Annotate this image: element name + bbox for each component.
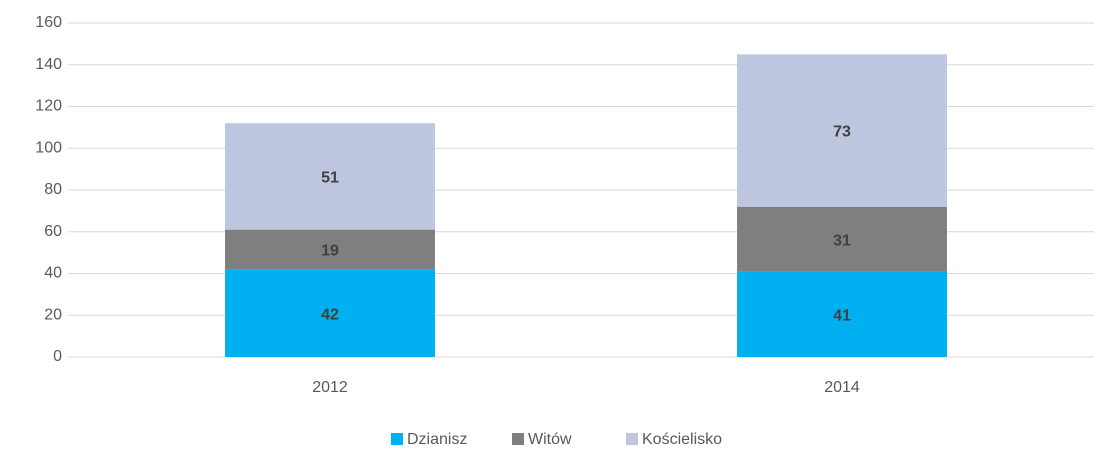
data-label: 42 — [321, 306, 339, 323]
bar-segment — [737, 206, 947, 272]
y-tick-label: 100 — [35, 139, 62, 156]
y-tick-label: 20 — [44, 306, 62, 323]
legend-swatch — [391, 433, 403, 445]
bar-segment — [737, 271, 947, 357]
legend-swatch — [512, 433, 524, 445]
y-tick-label: 120 — [35, 98, 62, 115]
x-tick-label: 2012 — [312, 379, 348, 396]
y-tick-label: 160 — [35, 14, 62, 31]
data-label: 41 — [833, 307, 851, 324]
bar-segment — [225, 269, 435, 357]
legend-swatch — [626, 433, 638, 445]
data-label: 51 — [321, 170, 339, 187]
y-tick-label: 40 — [44, 265, 62, 282]
data-label: 31 — [833, 232, 851, 249]
y-tick-label: 80 — [44, 181, 62, 198]
bar-segment — [225, 123, 435, 230]
data-label: 19 — [321, 243, 339, 260]
data-label: 73 — [833, 124, 851, 141]
legend-label: Dzianisz — [407, 431, 467, 448]
y-tick-label: 0 — [53, 348, 62, 365]
legend-label: Kościelisko — [642, 431, 722, 448]
x-tick-label: 2014 — [824, 379, 860, 396]
y-tick-label: 140 — [35, 56, 62, 73]
bar-segment — [225, 229, 435, 270]
bar-segment — [737, 54, 947, 207]
legend-label: Witów — [528, 431, 572, 448]
y-tick-label: 60 — [44, 223, 62, 240]
